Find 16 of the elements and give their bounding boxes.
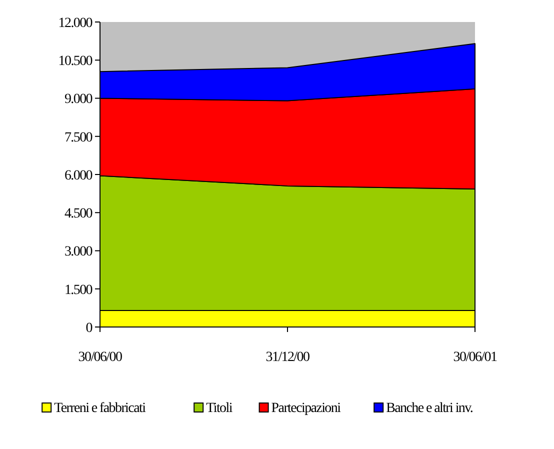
y-tick-label: 9.000 <box>64 92 93 108</box>
y-tick-label: 1.500 <box>64 282 93 298</box>
legend-label: Terreni e fabbricati <box>54 401 146 416</box>
y-tick-label: 10.500 <box>58 54 93 70</box>
y-tick-label: 6.000 <box>64 168 93 184</box>
y-tick-label: 3.000 <box>64 244 93 260</box>
legend-label: Titoli <box>206 401 233 416</box>
x-tick-label: 30/06/01 <box>453 350 498 365</box>
legend-label: Banche e altri inv. <box>386 401 473 416</box>
x-tick-label: 30/06/00 <box>78 350 122 365</box>
y-tick-label: 7.500 <box>64 130 93 146</box>
y-tick-label: 12.000 <box>58 16 93 31</box>
legend-label: Partecipazioni <box>271 401 342 416</box>
y-tick-label: 4.500 <box>64 206 93 222</box>
y-tick-label: 0 <box>86 320 93 336</box>
x-tick-label: 31/12/00 <box>266 350 310 365</box>
